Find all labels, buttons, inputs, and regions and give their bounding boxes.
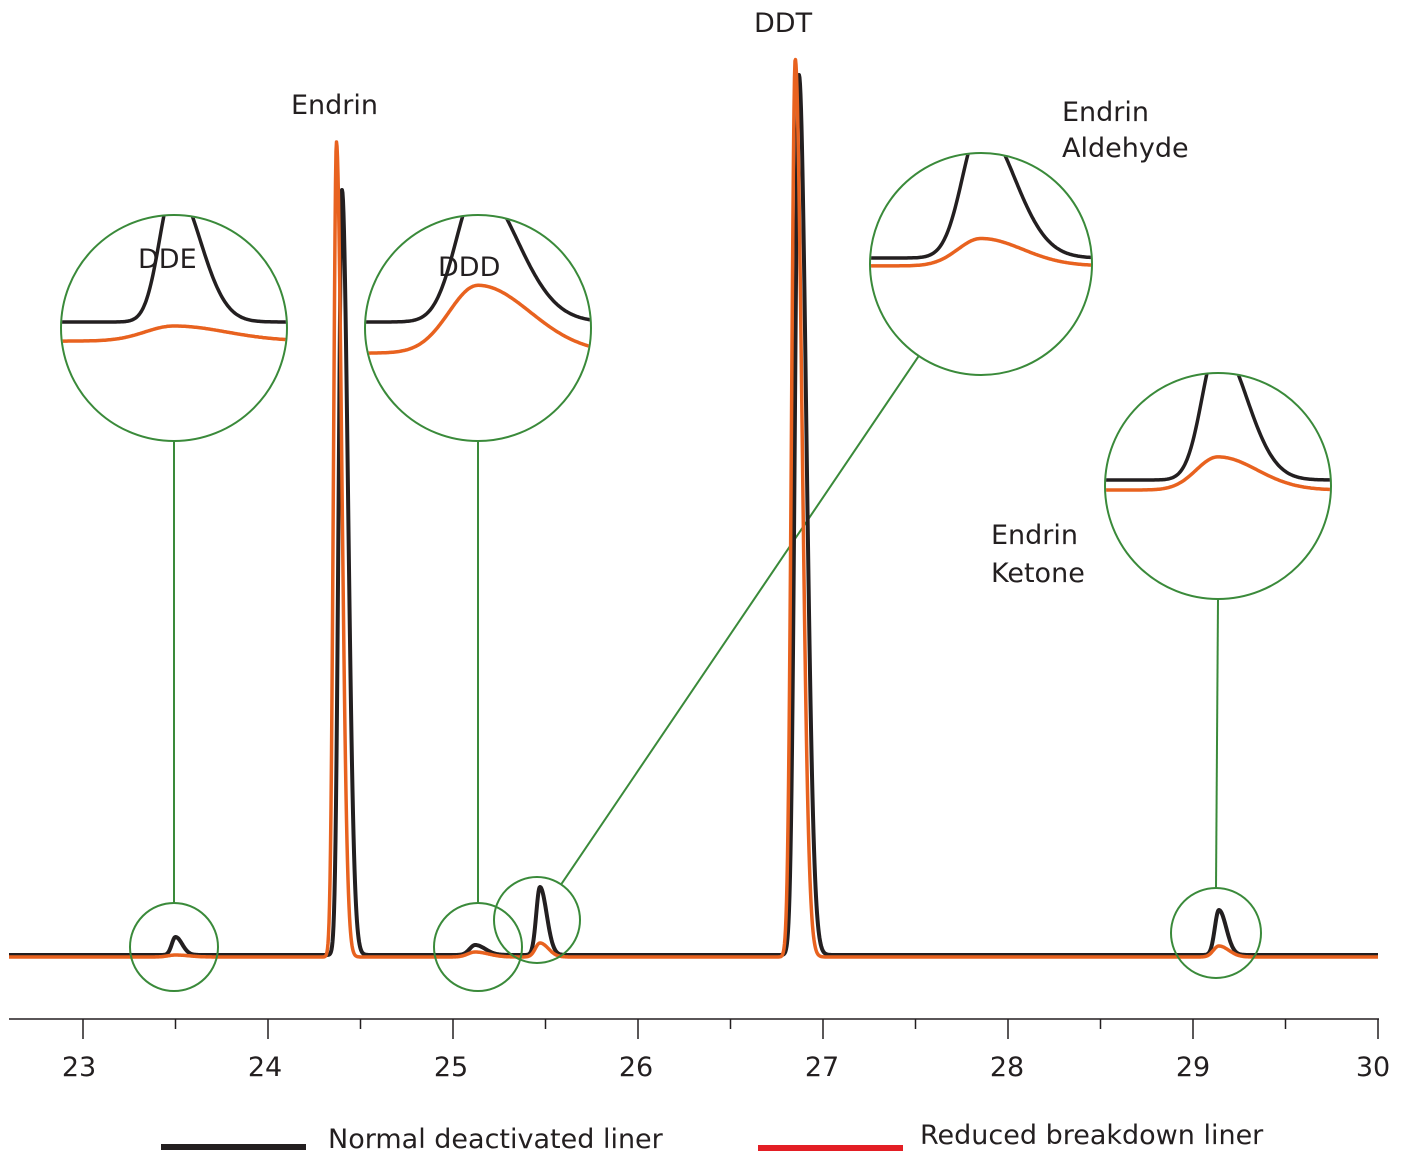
x-tick-label: 30 (1355, 1052, 1391, 1083)
zoom-marker-circle (129, 902, 219, 992)
x-tick-label: 24 (247, 1052, 283, 1083)
peak-label-dde: DDE (138, 244, 197, 275)
zoom-insets (60, 152, 1332, 992)
peak-label-endrin: Endrin (291, 90, 379, 121)
series-line (7, 57, 1380, 959)
x-tick-label: 28 (989, 1052, 1025, 1083)
trace-lines (7, 57, 1380, 959)
zoom-marker-circle (433, 902, 523, 992)
peak-label-ddt: DDT (754, 8, 813, 39)
legend-label-normal: Normal deactivated liner (328, 1124, 663, 1155)
inset-series-line (366, 216, 590, 324)
inset-series-line (62, 216, 286, 324)
peak-label-endrin-aldehyde-1: Endrin (1062, 97, 1150, 128)
zoom-marker-circle (493, 876, 581, 964)
inset-series-line (871, 236, 1091, 268)
zoom-marker-circle (1170, 887, 1262, 979)
inset-series-line (366, 283, 590, 355)
x-tick-label: 26 (618, 1052, 654, 1083)
legend-swatch-reduced (758, 1145, 903, 1151)
inset-series-line (1106, 374, 1330, 482)
x-axis (9, 1018, 1379, 1039)
legend-swatch-normal (161, 1144, 306, 1150)
zoom-callouts (173, 355, 1219, 903)
zoom-inset-circle (1104, 372, 1332, 600)
x-tick-label: 25 (433, 1052, 469, 1083)
series-line (7, 73, 1380, 957)
zoom-connector (560, 355, 920, 885)
peak-label-endrin-ketone-1: Endrin (991, 520, 1079, 551)
inset-series-line (1106, 455, 1330, 492)
x-tick-label: 23 (61, 1052, 97, 1083)
x-tick-label: 29 (1175, 1052, 1211, 1083)
peak-label-ddd: DDD (438, 252, 501, 283)
zoom-inset-circle (364, 214, 592, 442)
x-tick-label: 27 (804, 1052, 840, 1083)
zoom-inset-circle (869, 152, 1093, 376)
legend-label-reduced: Reduced breakdown liner (920, 1120, 1264, 1151)
inset-series-line (62, 324, 286, 343)
peak-label-endrin-aldehyde-2: Aldehyde (1062, 133, 1189, 164)
zoom-connector (1215, 598, 1219, 889)
inset-series-line (871, 154, 1091, 260)
peak-label-endrin-ketone-2: Ketone (991, 558, 1085, 589)
zoom-inset-circle (60, 214, 288, 442)
